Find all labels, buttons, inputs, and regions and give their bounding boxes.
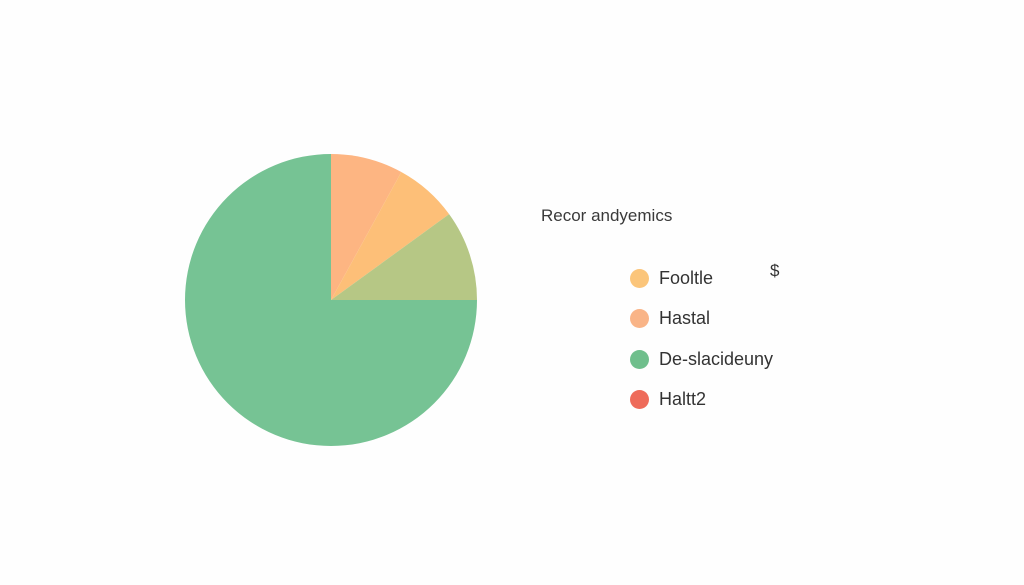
legend-label: De-slacideuny bbox=[659, 348, 774, 369]
legend-item: Hastal bbox=[630, 299, 773, 340]
legend-label: Haltt2 bbox=[659, 389, 707, 410]
pie-slice-3 bbox=[185, 154, 477, 446]
chart-title: Recor andyemics bbox=[541, 206, 673, 225]
legend-item: Fooltle bbox=[630, 258, 773, 299]
legend-item: Haltt2 bbox=[630, 380, 773, 421]
currency-symbol: $ bbox=[770, 261, 780, 280]
legend-label: Fooltle bbox=[659, 267, 714, 288]
legend: Fooltle Hastal De-slacideuny Haltt2 bbox=[630, 258, 773, 420]
legend-swatch bbox=[630, 349, 649, 369]
legend-label: Hastal bbox=[659, 308, 711, 329]
pie-slice-1 bbox=[331, 172, 450, 300]
pie-slice-2 bbox=[331, 214, 477, 300]
legend-swatch bbox=[630, 268, 649, 288]
legend-swatch bbox=[630, 390, 649, 410]
legend-swatch bbox=[630, 309, 649, 329]
legend-item: De-slacideuny bbox=[630, 339, 773, 380]
pie-slice-0 bbox=[331, 154, 402, 300]
